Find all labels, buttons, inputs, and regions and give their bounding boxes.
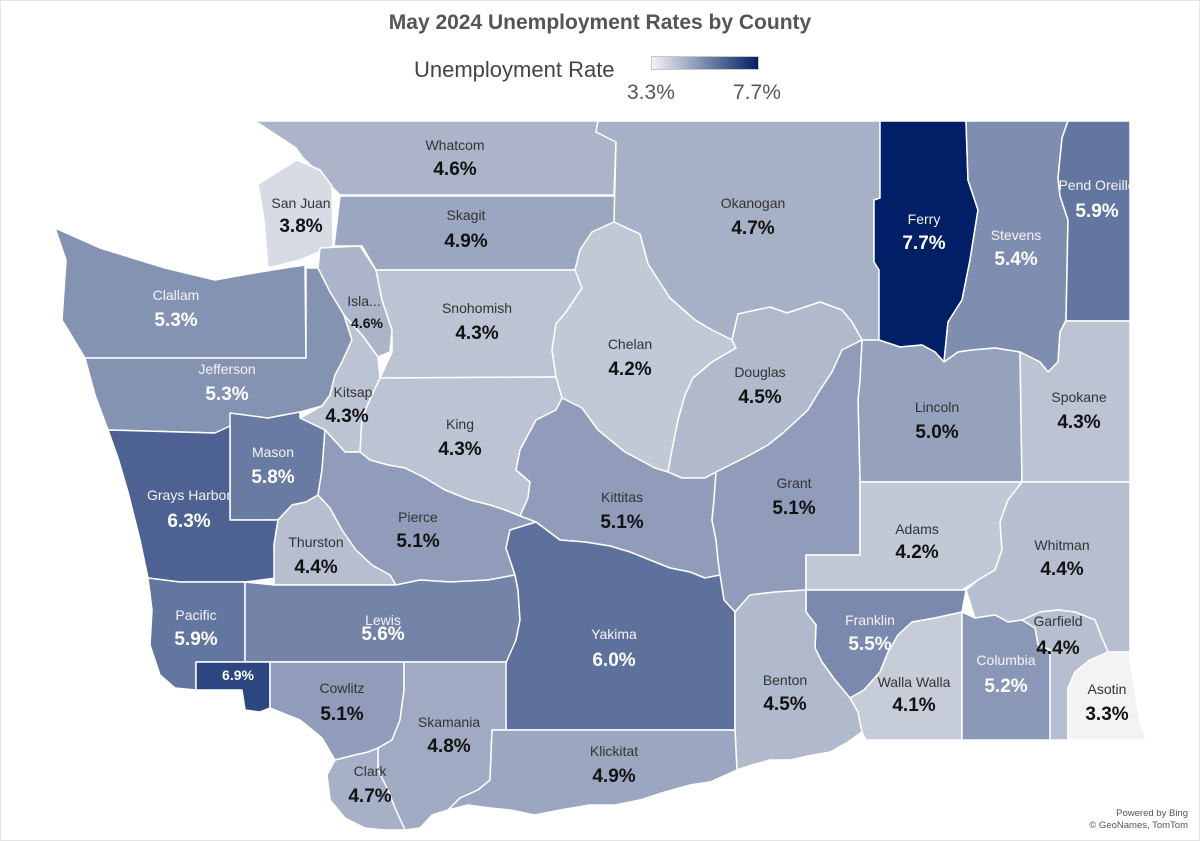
county-name-ferry: Ferry — [908, 211, 941, 227]
county-rate-wahkiakum: 6.9% — [222, 667, 254, 683]
county-name-whatcom: Whatcom — [425, 137, 484, 153]
legend-title: Unemployment Rate — [414, 57, 615, 82]
county-name-pend-oreille: Pend Oreille — [1058, 177, 1135, 193]
county-yakima[interactable] — [504, 521, 736, 731]
county-rate-lewis: 5.6% — [361, 624, 404, 645]
county-rate-lincoln: 5.0% — [915, 422, 958, 443]
county-rate-pacific: 5.9% — [174, 629, 217, 650]
county-name-okanogan: Okanogan — [721, 195, 786, 211]
county-asotin[interactable] — [1067, 651, 1147, 741]
legend-min-label: 3.3% — [627, 81, 675, 104]
county-name-skagit: Skagit — [447, 207, 486, 223]
county-rate-garfield: 4.4% — [1036, 638, 1079, 659]
county-rate-douglas: 4.5% — [738, 387, 781, 408]
county-name-san-juan: San Juan — [271, 195, 330, 211]
county-rate-columbia: 5.2% — [984, 676, 1027, 697]
county-rate-ferry: 7.7% — [902, 233, 945, 254]
county-name-lincoln: Lincoln — [915, 399, 959, 415]
county-rate-stevens: 5.4% — [994, 249, 1037, 270]
county-rate-walla-walla: 4.1% — [892, 695, 935, 716]
county-rate-pend-oreille: 5.9% — [1075, 201, 1118, 222]
county-pend-oreille[interactable] — [1057, 120, 1131, 322]
county-rate-okanogan: 4.7% — [731, 218, 774, 239]
county-rate-skagit: 4.9% — [444, 231, 487, 252]
county-name-kitsap: Kitsap — [334, 384, 373, 400]
county-rate-pierce: 5.1% — [396, 531, 439, 552]
county-rate-franklin: 5.5% — [848, 634, 891, 655]
county-name-kittitas: Kittitas — [601, 489, 643, 505]
county-name-benton: Benton — [763, 672, 807, 688]
county-name-thurston: Thurston — [288, 534, 343, 550]
county-name-spokane: Spokane — [1051, 389, 1106, 405]
county-rate-clark: 4.7% — [348, 786, 391, 807]
county-rate-snohomish: 4.3% — [455, 323, 498, 344]
county-san-juan[interactable] — [257, 159, 334, 269]
county-name-grant: Grant — [776, 475, 811, 491]
county-name-pacific: Pacific — [175, 607, 216, 623]
county-clallam[interactable] — [54, 227, 307, 359]
legend-max-label: 7.7% — [733, 81, 781, 104]
county-name-klickitat: Klickitat — [590, 743, 638, 759]
county-name-stevens: Stevens — [991, 227, 1042, 243]
map-attribution: Powered by Bing © GeoNames, TomTom — [1089, 808, 1188, 832]
county-rate-grant: 5.1% — [772, 498, 815, 519]
county-name-walla-walla: Walla Walla — [878, 674, 951, 690]
county-rate-thurston: 4.4% — [294, 557, 337, 578]
county-rate-whatcom: 4.6% — [433, 159, 476, 180]
county-rate-klickitat: 4.9% — [592, 766, 635, 787]
county-rate-kittitas: 5.1% — [600, 512, 643, 533]
county-name-franklin: Franklin — [845, 612, 895, 628]
county-columbia[interactable] — [961, 611, 1051, 741]
county-name-asotin: Asotin — [1088, 681, 1127, 697]
county-rate-whitman: 4.4% — [1040, 559, 1083, 580]
map-title: May 2024 Unemployment Rates by County — [388, 11, 812, 34]
county-name-isla: Isla... — [347, 293, 380, 309]
county-name-skamania: Skamania — [418, 714, 480, 730]
legend-gradient-bar — [651, 56, 759, 70]
county-name-lewis: Lewis — [365, 612, 401, 628]
county-name-douglas: Douglas — [734, 364, 785, 380]
county-name-columbia: Columbia — [976, 652, 1035, 668]
county-rate-asotin: 3.3% — [1085, 704, 1128, 725]
county-rate-isla: 4.6% — [351, 315, 383, 331]
county-rate-kitsap: 4.3% — [325, 406, 368, 427]
county-name-grays-harbor: Grays Harbor — [147, 487, 231, 503]
county-name-jefferson: Jefferson — [198, 361, 255, 377]
county-clark[interactable] — [326, 747, 406, 831]
county-rate-mason: 5.8% — [251, 467, 294, 488]
county-rate-spokane: 4.3% — [1057, 412, 1100, 433]
attribution-powered-by: Powered by Bing — [1116, 808, 1188, 819]
county-rate-grays-harbor: 6.3% — [167, 511, 210, 532]
county-rate-skamania: 4.8% — [427, 736, 470, 757]
county-name-garfield: Garfield — [1033, 613, 1082, 629]
county-name-whitman: Whitman — [1034, 537, 1089, 553]
county-rate-cowlitz: 5.1% — [320, 704, 363, 725]
attribution-credits: © GeoNames, TomTom — [1089, 820, 1188, 831]
county-name-clark: Clark — [354, 763, 388, 779]
county-name-snohomish: Snohomish — [442, 300, 512, 316]
county-name-pierce: Pierce — [398, 509, 438, 525]
county-rate-adams: 4.2% — [895, 542, 938, 563]
county-name-chelan: Chelan — [608, 336, 652, 352]
county-rate-san-juan: 3.8% — [279, 216, 322, 237]
county-klickitat[interactable] — [447, 729, 738, 816]
county-rate-benton: 4.5% — [763, 694, 806, 715]
county-rate-king: 4.3% — [438, 439, 481, 460]
county-name-king: King — [446, 416, 474, 432]
county-name-yakima: Yakima — [591, 626, 637, 642]
county-rate-jefferson: 5.3% — [205, 384, 248, 405]
county-name-adams: Adams — [895, 521, 939, 537]
county-walla-walla[interactable] — [849, 611, 963, 741]
county-rate-clallam: 5.3% — [154, 310, 197, 331]
county-name-cowlitz: Cowlitz — [319, 680, 364, 696]
county-name-mason: Mason — [252, 444, 294, 460]
county-rate-yakima: 6.0% — [592, 650, 635, 671]
county-name-clallam: Clallam — [153, 287, 200, 303]
county-rate-chelan: 4.2% — [608, 359, 651, 380]
